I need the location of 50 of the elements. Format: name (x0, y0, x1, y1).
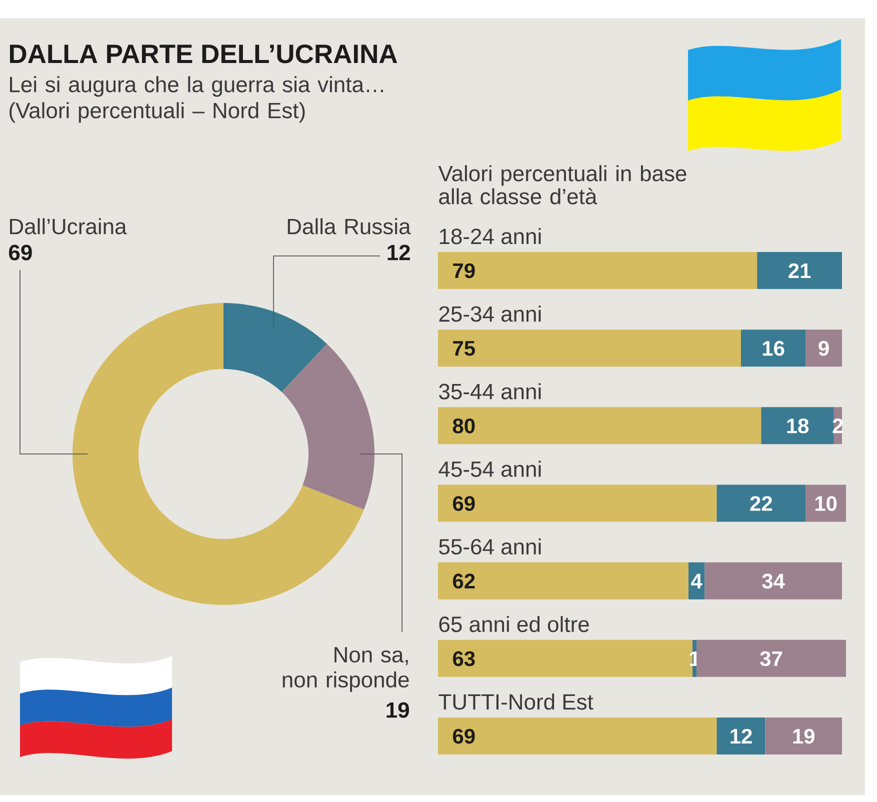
data-label: 12 (388, 244, 410, 260)
y-tick-label: 35-44 anni (439, 383, 541, 400)
data-label: 75 (453, 341, 475, 356)
slice-label: Non sa, non risponde (282, 647, 409, 692)
y-tick-label: 55-64 anni (439, 538, 541, 555)
y-tick-label: 65 anni ed oltre (439, 616, 589, 632)
data-label: 10 (815, 496, 837, 511)
bar (740, 330, 806, 367)
data-label: 12 (730, 728, 752, 744)
slice-label: Dall’Ucraina (10, 218, 127, 234)
data-label: 22 (750, 496, 772, 511)
bar (704, 562, 842, 600)
data-label: 21 (788, 263, 811, 278)
data-label: 79 (453, 263, 475, 278)
data-label: 18 (787, 418, 809, 434)
chart-title: DALLA PARTE DELL’UCRAINA (10, 44, 398, 64)
data-label: 4 (691, 574, 702, 588)
data-label: 69 (9, 244, 32, 260)
y-tick-label: 45-54 anni (438, 460, 541, 477)
bar (806, 330, 842, 367)
data-label: 63 (452, 651, 475, 666)
data-label: 69 (452, 496, 475, 511)
data-label: 16 (762, 340, 784, 356)
y-tick-label: TUTTI-Nord Est (438, 694, 594, 710)
data-label: 19 (793, 728, 814, 744)
bar (696, 640, 846, 677)
chart-title: Valori percentuali in base alla classe d’età (438, 165, 686, 204)
bar (438, 330, 741, 367)
data-label: 34 (762, 574, 785, 589)
data-label: 19 (386, 702, 409, 718)
bar (438, 252, 758, 289)
bar (765, 718, 842, 754)
bar (438, 484, 717, 522)
slice-label: Dalla Russia (288, 218, 411, 234)
bar (806, 484, 846, 522)
bar (757, 252, 842, 289)
bar (438, 562, 688, 600)
bar (438, 407, 762, 444)
bar (438, 718, 717, 754)
bar (716, 484, 806, 522)
data-label: 9 (818, 340, 829, 356)
y-tick-label: 25-34 anni (439, 306, 541, 322)
y-tick-label: 18-24 anni (440, 228, 541, 244)
chart-subtitle: Lei si augura che la guerra sia vinta… (Valori percentuali – Nord Est) (10, 76, 384, 123)
data-label: 80 (452, 418, 475, 434)
bar (716, 718, 766, 754)
data-label: 69 (452, 728, 475, 744)
bar (761, 407, 834, 444)
data-label: 62 (452, 574, 475, 589)
data-label: 37 (760, 651, 782, 666)
